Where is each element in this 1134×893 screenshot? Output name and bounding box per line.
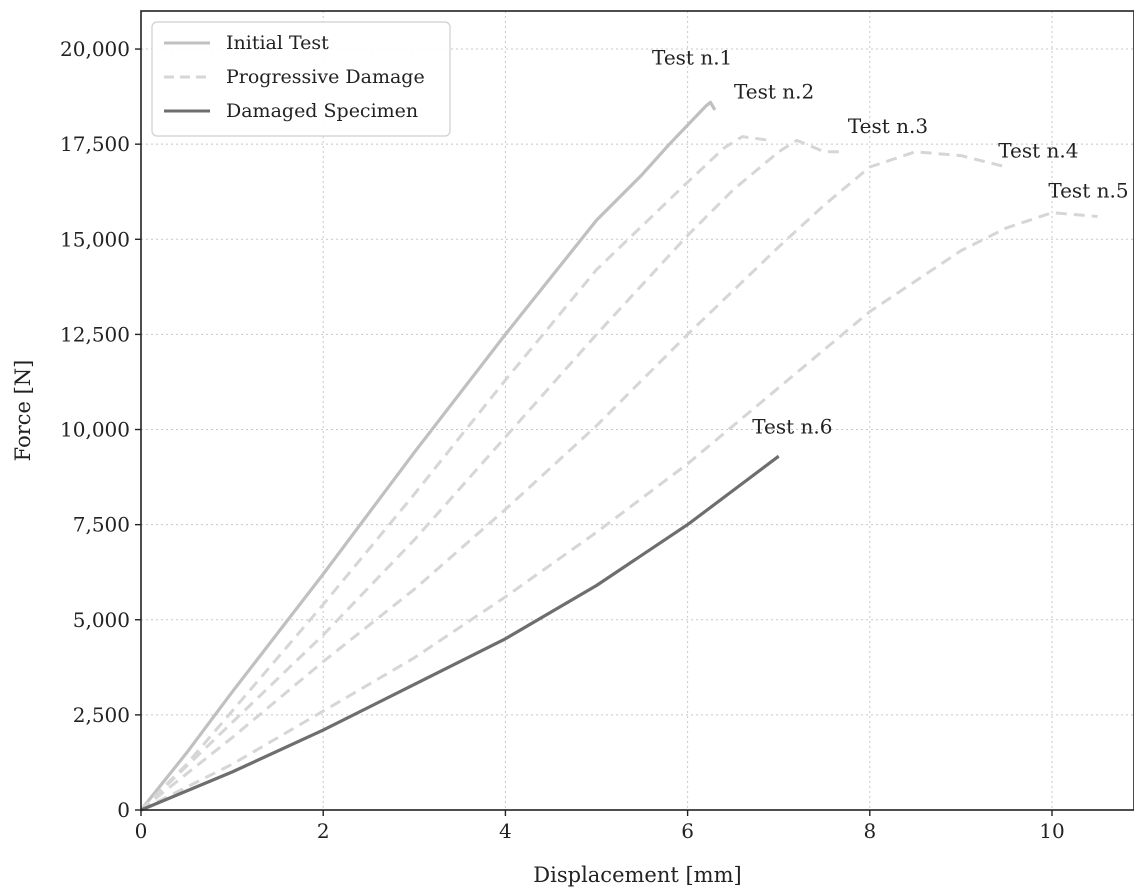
plot-frame	[140, 10, 1134, 811]
y-tick-label: 5,000	[73, 608, 130, 632]
y-tick-label: 12,500	[60, 322, 130, 346]
y-tick-label: 17,500	[60, 132, 130, 156]
y-tick-label: 10,000	[60, 418, 130, 442]
x-tick-label: 6	[681, 819, 694, 843]
annotation-test-5: Test n.5	[1048, 178, 1128, 202]
legend-label-1: Initial Test	[226, 32, 329, 54]
annotation-test-1: Test n.1	[652, 45, 732, 69]
legend-label-3: Damaged Specimen	[226, 100, 418, 122]
y-tick-label: 7,500	[73, 513, 130, 537]
x-tick-label: 10	[1039, 819, 1064, 843]
ticks: 0 2 4 6 8 10 0 2,500 5,000 7,500 10,000 12,500 15,00…	[60, 37, 1065, 843]
annotation-test-6: Test n.6	[752, 414, 832, 438]
x-tick-label: 2	[317, 819, 330, 843]
x-tick-label: 4	[499, 819, 512, 843]
series-line-test-2	[139, 135, 770, 812]
series-layer	[139, 100, 1098, 812]
legend: Initial Test Progressive Damage Damaged Sp…	[151, 21, 451, 137]
series-line-test-6	[140, 454, 780, 812]
legend-box	[151, 21, 451, 137]
x-axis-label: Displacement [mm]	[533, 863, 741, 887]
x-tick-label: 8	[863, 819, 876, 843]
series-line-test-4	[140, 150, 1007, 812]
series-line-test-1	[139, 100, 717, 811]
y-tick-label: 0	[117, 798, 130, 822]
y-tick-label: 15,000	[60, 227, 130, 251]
series-line-test-3	[139, 138, 843, 812]
legend-label-2: Progressive Damage	[226, 66, 425, 88]
y-tick-label: 20,000	[60, 37, 130, 61]
x-tick-label: 0	[135, 819, 148, 843]
annotation-test-4: Test n.4	[998, 138, 1078, 162]
series-line-test-5	[140, 211, 1098, 812]
y-axis-label: Force [N]	[11, 360, 35, 462]
annotation-test-2: Test n.2	[734, 80, 814, 104]
y-tick-label: 2,500	[73, 703, 130, 727]
annotation-test-3: Test n.3	[848, 114, 928, 138]
